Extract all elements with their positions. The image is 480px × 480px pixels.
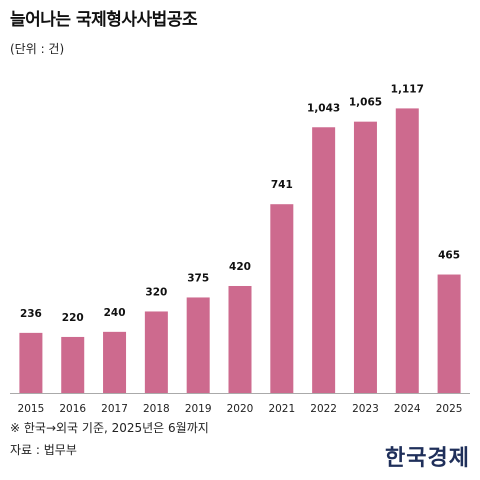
x-tick-2019: 2019: [185, 403, 212, 415]
bar-chart: 236 2015 220 2016 240 2017 320 2018 375 2019 420 20…: [10, 83, 470, 415]
bar-2018: [144, 311, 168, 393]
x-tick-2018: 2018: [143, 403, 170, 415]
data-label-2019: 375: [187, 272, 209, 284]
source-label: 자료 : 법무부: [10, 443, 77, 457]
x-tick-2025: 2025: [436, 403, 463, 415]
bar-2020: [228, 285, 252, 393]
x-tick-2016: 2016: [59, 403, 86, 415]
unit-label: (단위 : 건): [10, 42, 65, 56]
bar-2019: [186, 297, 210, 393]
bar-2024: [395, 108, 419, 393]
data-label-2021: 741: [271, 179, 293, 191]
data-label-2025: 465: [438, 250, 460, 262]
bar-2022: [312, 127, 336, 393]
data-label-2017: 240: [104, 307, 126, 319]
publisher-logo: 한국경제: [385, 445, 470, 471]
x-tick-2021: 2021: [268, 403, 295, 415]
bar-2025: [437, 274, 461, 393]
data-label-2018: 320: [145, 286, 167, 298]
chart-title: 늘어나는 국제형사사법공조: [10, 10, 198, 30]
x-tick-2023: 2023: [352, 403, 379, 415]
x-tick-2015: 2015: [18, 403, 45, 415]
data-label-2020: 420: [229, 261, 251, 273]
x-tick-2022: 2022: [310, 403, 337, 415]
data-label-2023: 1,065: [349, 97, 382, 109]
data-label-2022: 1,043: [307, 102, 340, 114]
data-label-2024: 1,117: [391, 83, 424, 95]
bar-2023: [353, 121, 377, 393]
x-tick-2024: 2024: [394, 403, 421, 415]
x-tick-2017: 2017: [101, 403, 128, 415]
x-tick-2020: 2020: [227, 403, 254, 415]
data-label-2015: 236: [20, 308, 42, 320]
data-label-2016: 220: [62, 312, 84, 324]
bar-2021: [270, 204, 294, 393]
bar-2017: [103, 331, 127, 393]
bar-2015: [19, 332, 43, 393]
footnote: ※ 한국→외국 기준, 2025년은 6월까지: [10, 421, 209, 435]
bar-2016: [61, 336, 85, 393]
